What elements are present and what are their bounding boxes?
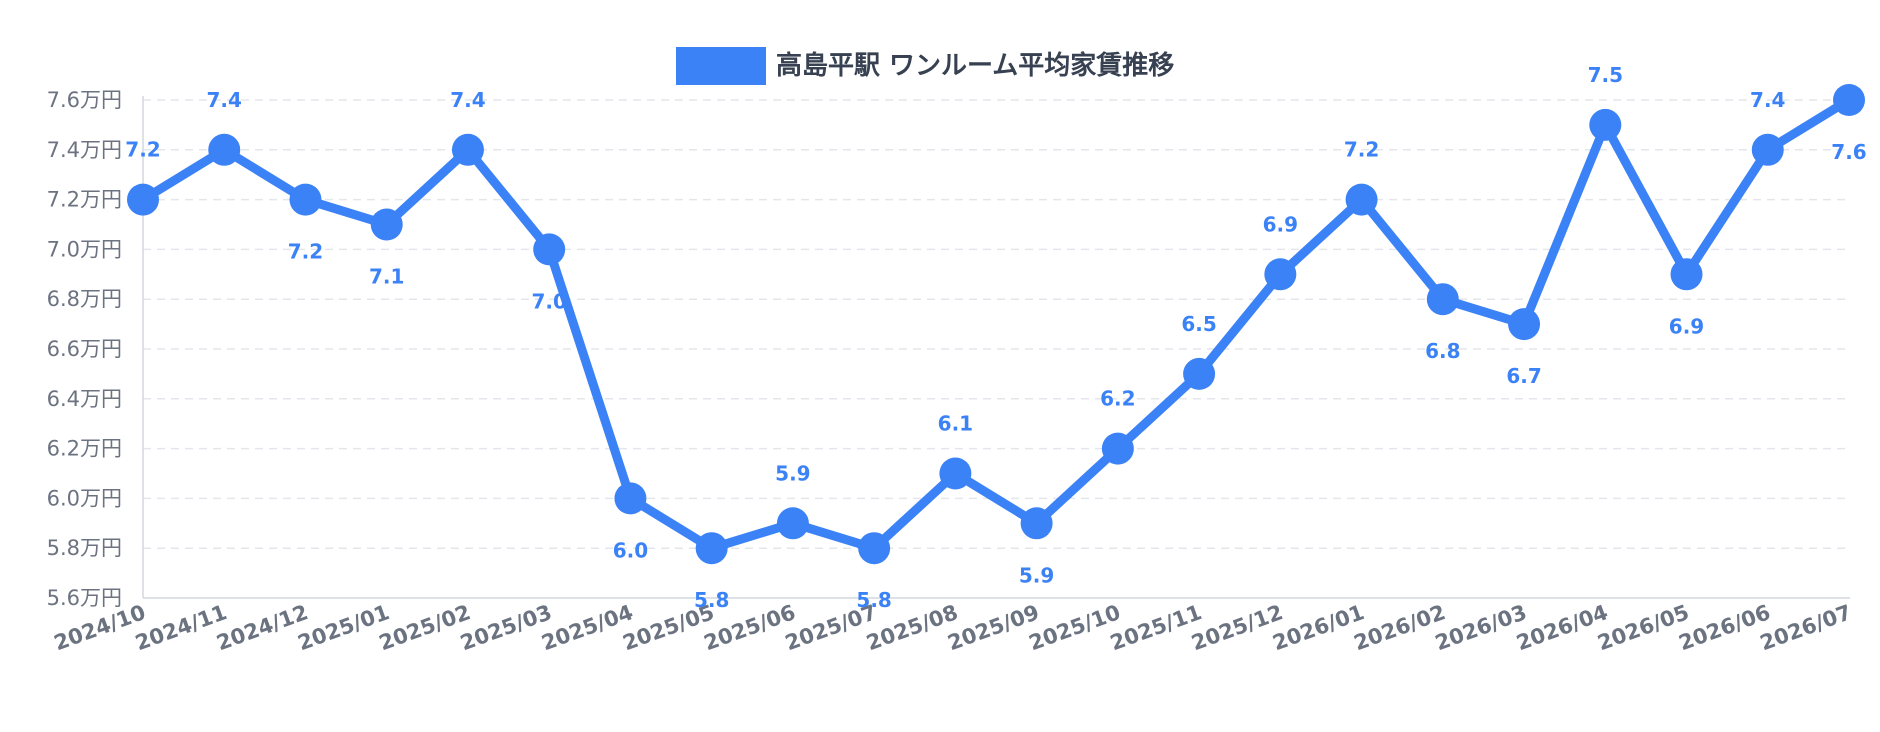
data-point[interactable] (1670, 258, 1703, 291)
y-tick-label: 6.8万円 (47, 287, 122, 311)
data-point[interactable] (1345, 183, 1378, 216)
legend-label: 高島平駅 ワンルーム平均家賃推移 (776, 50, 1174, 81)
data-point[interactable] (1426, 283, 1459, 316)
data-points (127, 84, 1865, 565)
data-point[interactable] (695, 532, 728, 565)
x-tick-label: 2025/04 (538, 600, 636, 655)
data-point[interactable] (1020, 507, 1053, 540)
data-label: 6.0 (613, 538, 648, 562)
y-tick-label: 6.6万円 (47, 337, 122, 361)
y-axis: 5.6万円 5.8万円 6.0万円 6.2万円 6.4万円 6.6万円 6.8万円 7.0万円… (47, 88, 122, 610)
data-point[interactable] (289, 183, 322, 216)
y-tick-label: 5.6万円 (47, 586, 122, 610)
data-label: 7.5 (1588, 63, 1623, 87)
x-tick-label: 2026/03 (1432, 600, 1530, 655)
y-tick-label: 6.0万円 (47, 486, 122, 510)
x-tick-label: 2024/12 (213, 600, 311, 655)
legend-swatch (676, 47, 766, 85)
x-tick-label: 2024/11 (132, 600, 230, 655)
data-label: 7.2 (1344, 138, 1379, 162)
data-point[interactable] (1264, 258, 1297, 291)
data-label: 6.8 (1425, 339, 1460, 363)
x-tick-label: 2026/06 (1676, 600, 1774, 655)
data-label: 6.5 (1181, 312, 1216, 336)
y-tick-label: 7.4万円 (47, 138, 122, 162)
data-label: 7.2 (288, 240, 323, 264)
data-point[interactable] (776, 507, 809, 540)
y-tick-label: 7.2万円 (47, 188, 122, 212)
data-label: 7.4 (450, 88, 485, 112)
x-tick-label: 2025/01 (295, 600, 393, 655)
data-label: 6.7 (1506, 364, 1541, 388)
x-tick-label: 2025/09 (945, 600, 1043, 655)
grid (142, 96, 1850, 599)
data-point[interactable] (1589, 108, 1622, 141)
y-tick-label: 5.8万円 (47, 536, 122, 560)
data-point[interactable] (939, 457, 972, 490)
x-axis: 2024/102024/112024/122025/012025/022025/… (51, 600, 1855, 655)
data-label: 5.9 (775, 461, 810, 485)
y-tick-label: 6.2万円 (47, 437, 122, 461)
x-tick-label: 2026/01 (1269, 600, 1367, 655)
data-label: 7.6 (1831, 140, 1866, 164)
x-tick-label: 2025/12 (1188, 600, 1286, 655)
data-label: 7.2 (125, 138, 160, 162)
data-point[interactable] (127, 183, 159, 216)
data-point[interactable] (614, 482, 647, 515)
data-label: 7.1 (369, 265, 404, 289)
x-tick-label: 2026/02 (1351, 600, 1449, 655)
y-tick-label: 7.0万円 (47, 237, 122, 261)
series-line-layer (138, 95, 1854, 553)
x-tick-label: 2026/07 (1757, 600, 1855, 655)
data-point[interactable] (1101, 432, 1134, 465)
data-label: 7.4 (1750, 88, 1785, 112)
data-point[interactable] (1508, 308, 1541, 341)
data-labels: 7.2 7.4 7.2 7.1 7.4 7.0 6.0 5.8 5.9 5.8 6.1 5.9 6.2 6… (125, 63, 1866, 612)
data-label: 6.9 (1263, 212, 1298, 236)
series-line (138, 95, 1854, 553)
data-point[interactable] (1751, 133, 1784, 166)
data-label: 6.9 (1669, 314, 1704, 338)
data-point[interactable] (1833, 84, 1865, 116)
data-point[interactable] (451, 133, 484, 166)
data-label: 7.4 (207, 88, 242, 112)
data-label: 5.8 (856, 588, 891, 612)
data-label: 6.1 (938, 412, 973, 436)
x-tick-label: 2025/11 (1107, 600, 1205, 655)
x-tick-label: 2026/05 (1594, 600, 1692, 655)
data-label: 7.0 (531, 289, 566, 313)
data-label: 5.8 (694, 588, 729, 612)
x-tick-label: 2025/02 (376, 600, 474, 655)
data-point[interactable] (208, 133, 241, 166)
y-tick-label: 7.6万円 (47, 88, 122, 112)
data-point[interactable] (1183, 357, 1216, 390)
data-label: 6.2 (1100, 387, 1135, 411)
data-point[interactable] (533, 233, 566, 266)
data-point[interactable] (858, 532, 891, 565)
x-tick-label: 2026/04 (1513, 600, 1611, 655)
legend[interactable]: 高島平駅 ワンルーム平均家賃推移 (676, 47, 1174, 85)
x-tick-label: 2025/10 (1026, 600, 1124, 655)
y-tick-label: 6.4万円 (47, 387, 122, 411)
data-point[interactable] (370, 208, 403, 241)
data-label: 5.9 (1019, 563, 1054, 587)
x-tick-label: 2025/03 (457, 600, 555, 655)
